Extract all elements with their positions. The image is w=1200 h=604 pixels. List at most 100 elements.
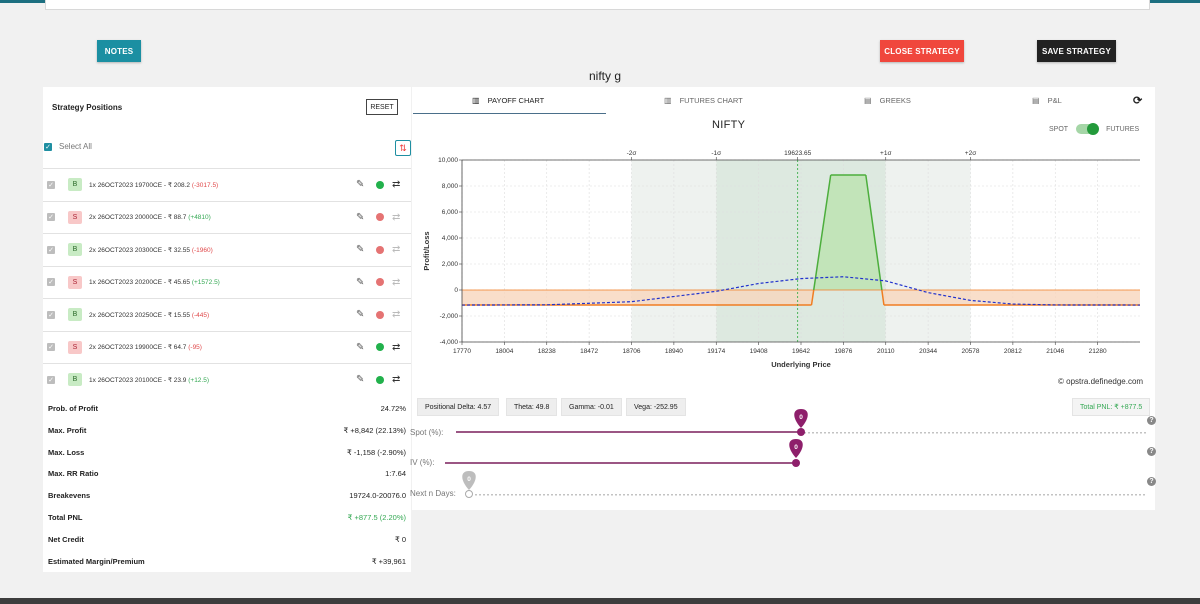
position-row[interactable]: ✓ S 1x 26OCT2023 20200CE - ₹ 45.65 (+1572.… [43, 265, 411, 298]
position-qty: 2x [89, 311, 96, 319]
position-checkbox[interactable]: ✓ [47, 180, 55, 189]
position-checkbox[interactable]: ✓ [47, 375, 55, 384]
position-row[interactable]: ✓ B 1x 26OCT2023 19700CE - ₹ 208.2 (-3017.… [43, 168, 411, 200]
sort-icon[interactable]: ⇅ [395, 140, 411, 156]
spot-slider-handle[interactable] [797, 428, 805, 436]
status-dot[interactable] [376, 245, 384, 254]
stat-value: 19724.0-20076.0 [349, 491, 406, 501]
position-row[interactable]: ✓ B 2x 26OCT2023 20300CE - ₹ 32.55 (-1960)… [43, 233, 411, 265]
swap-icon[interactable]: ⇄ [392, 244, 401, 255]
spot-futures-toggle[interactable]: SPOT FUTURES [1049, 123, 1139, 135]
tab-pnl[interactable]: ▤ P&L [1032, 96, 1062, 105]
swap-icon[interactable]: ⇄ [392, 374, 401, 385]
y-tick-label: 10,000 [438, 157, 458, 164]
position-checkbox[interactable]: ✓ [47, 245, 55, 254]
stat-value: ₹ +39,961 [371, 556, 406, 566]
y-tick-label: 4,000 [442, 235, 459, 242]
position-qty: 1x [89, 376, 96, 384]
sigma-band [885, 160, 971, 342]
position-price: - ₹ 15.55 [163, 311, 191, 319]
side-badge: B [68, 308, 82, 321]
tab-label: PAYOFF CHART [487, 96, 545, 105]
position-row[interactable]: ✓ B 1x 26OCT2023 20100CE - ₹ 23.9 (+12.5) ✎… [43, 363, 411, 395]
x-tick-label: 18238 [538, 348, 556, 355]
swap-icon[interactable]: ⇄ [392, 341, 401, 353]
tab-futures-chart[interactable]: ▥ FUTURES CHART [664, 96, 743, 105]
total-pnl: Total PNL: ₹ +877.5 [1072, 398, 1151, 416]
position-strike: 20100CE [134, 376, 163, 384]
target-day-line [461, 276, 1141, 306]
save-strategy-button[interactable]: SAVE STRATEGY [1037, 40, 1116, 62]
stat-value: ₹ +877.5 (2.20%) [347, 513, 406, 522]
bar-chart-icon: ▥ [664, 96, 672, 105]
position-row[interactable]: ✓ B 2x 26OCT2023 20250CE - ₹ 15.55 (-445) ✎… [43, 298, 411, 330]
swap-icon[interactable]: ⇄ [392, 276, 401, 288]
status-dot[interactable] [376, 343, 384, 351]
position-qty: 2x [89, 344, 96, 351]
copyright-icon: © [1058, 377, 1064, 386]
stat-row: Max. Loss ₹ -1,158 (-2.90%) [43, 442, 411, 463]
refresh-icon[interactable]: ⟳ [1133, 95, 1143, 107]
edit-icon[interactable]: ✎ [356, 374, 365, 385]
reset-button[interactable]: RESET [366, 99, 398, 115]
toggle-switch[interactable] [1076, 123, 1100, 135]
stat-row: Estimated Margin/Premium ₹ +39,961 [43, 551, 411, 572]
iv-help-icon[interactable]: ? [1147, 447, 1156, 456]
days-help-icon[interactable]: ? [1147, 477, 1156, 486]
spot-slider-label: Spot (%): [410, 428, 444, 437]
side-badge: B [68, 243, 82, 256]
edit-icon[interactable]: ✎ [356, 341, 365, 353]
edit-icon[interactable]: ✎ [356, 276, 365, 288]
top-search-bar [45, 0, 1150, 10]
position-price: - ₹ 64.7 [163, 344, 187, 351]
position-expiry: 26OCT2023 [97, 344, 134, 351]
swap-icon[interactable]: ⇄ [392, 211, 401, 223]
swap-icon[interactable]: ⇄ [392, 309, 401, 320]
select-all-checkbox[interactable]: ✓ [44, 142, 52, 151]
position-checkbox[interactable]: ✓ [47, 278, 55, 286]
position-strike: 20250CE [134, 311, 163, 319]
position-price: - ₹ 23.9 [163, 376, 187, 384]
iv-slider-pin [789, 439, 803, 458]
notes-button[interactable]: NOTES [97, 40, 141, 62]
select-all[interactable]: ✓ Select All [44, 142, 92, 151]
x-tick-label: 18706 [622, 348, 640, 355]
edit-icon[interactable]: ✎ [356, 179, 365, 190]
position-expiry: 26OCT2023 [97, 311, 134, 319]
x-tick-label: 18472 [580, 348, 598, 355]
stat-row: Net Credit ₹ 0 [43, 529, 411, 550]
close-strategy-button[interactable]: CLOSE STRATEGY [880, 40, 964, 62]
credit-text: opstra.definedge.com [1066, 377, 1144, 386]
status-dot[interactable] [376, 213, 384, 221]
position-checkbox[interactable]: ✓ [47, 310, 55, 319]
position-pnl: (+4810) [188, 214, 211, 221]
tab-greeks[interactable]: ▤ GREEKS [864, 96, 911, 105]
y-tick-label: 0 [454, 287, 458, 294]
status-dot[interactable] [376, 310, 384, 319]
side-badge: S [68, 275, 82, 289]
position-qty: 1x [89, 279, 96, 286]
bottom-bar [0, 598, 1200, 604]
y-tick-label: 6,000 [442, 209, 459, 216]
edit-icon[interactable]: ✎ [356, 244, 365, 255]
position-row[interactable]: ✓ S 2x 26OCT2023 20000CE - ₹ 88.7 (+4810) ✎… [43, 200, 411, 233]
y-axis-label: Profit/Loss [422, 231, 431, 270]
tab-label: FUTURES CHART [679, 96, 743, 105]
edit-icon[interactable]: ✎ [356, 309, 365, 320]
position-checkbox[interactable]: ✓ [47, 343, 55, 351]
position-checkbox[interactable]: ✓ [47, 213, 55, 221]
iv-slider-handle[interactable] [792, 459, 800, 467]
tab-payoff-chart[interactable]: ▥ PAYOFF CHART [472, 96, 544, 105]
swap-icon[interactable]: ⇄ [392, 179, 401, 190]
status-dot[interactable] [376, 278, 384, 286]
status-dot[interactable] [376, 180, 384, 189]
status-dot[interactable] [376, 375, 384, 384]
spot-help-icon[interactable]: ? [1147, 416, 1156, 425]
x-tick-label: 21046 [1046, 348, 1064, 355]
position-row[interactable]: ✓ S 2x 26OCT2023 19900CE - ₹ 64.7 (-95) ✎ ⇄ [43, 330, 411, 363]
days-slider-ticks [471, 494, 1145, 496]
edit-icon[interactable]: ✎ [356, 211, 365, 223]
position-expiry: 26OCT2023 [97, 376, 134, 384]
days-slider-handle[interactable] [465, 490, 473, 498]
